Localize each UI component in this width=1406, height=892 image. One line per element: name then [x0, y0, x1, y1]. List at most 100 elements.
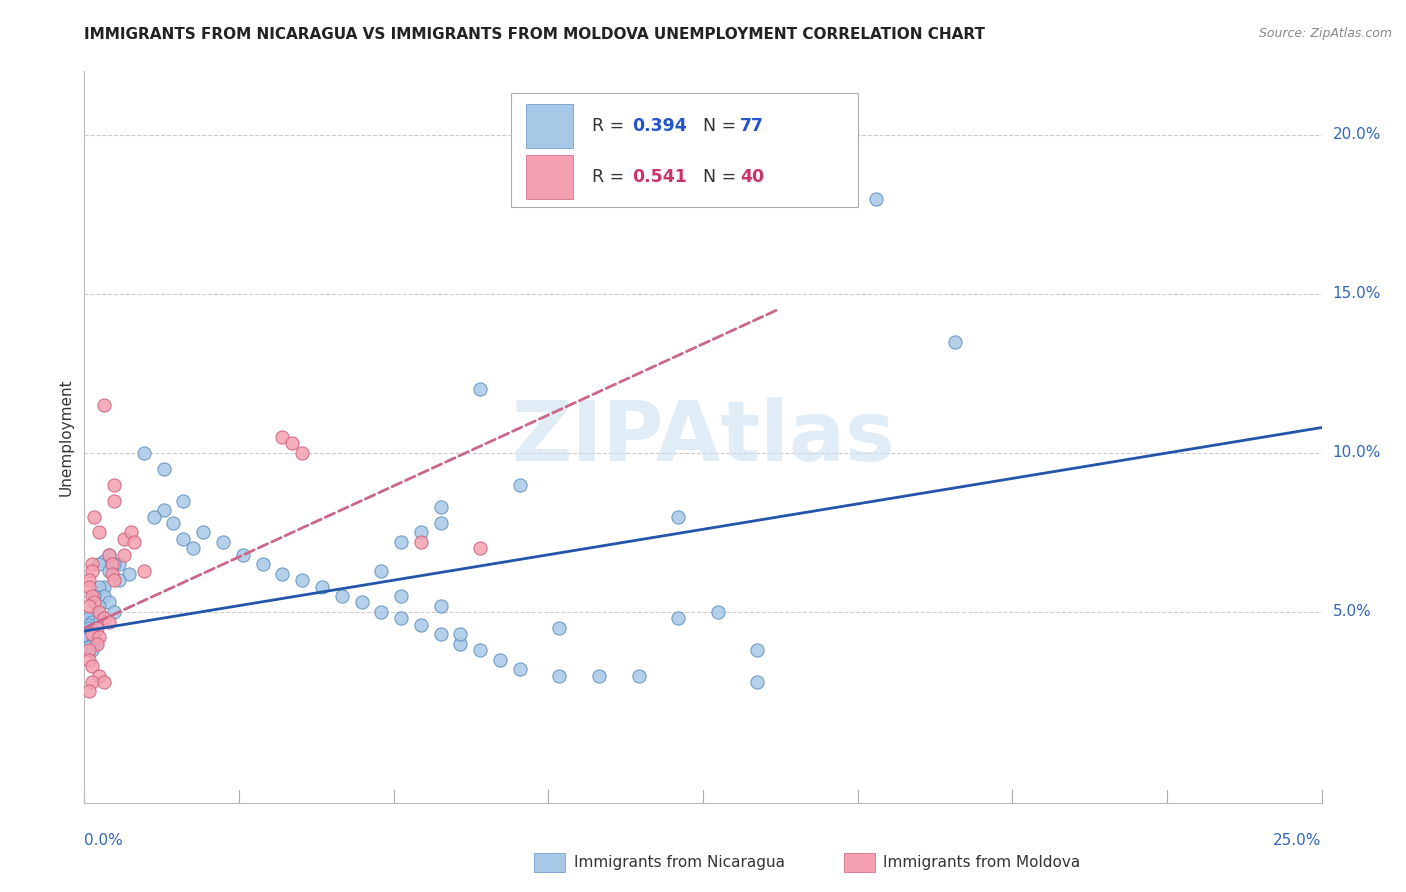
- FancyBboxPatch shape: [526, 104, 574, 148]
- Point: [80, 659, 103, 673]
- FancyBboxPatch shape: [526, 155, 574, 200]
- Point: [89, 580, 111, 594]
- Point: [548, 621, 571, 635]
- Point: [509, 662, 531, 676]
- Text: 77: 77: [740, 117, 763, 136]
- Point: [80, 627, 103, 641]
- Point: [93, 554, 115, 568]
- Point: [666, 509, 689, 524]
- Point: [98, 564, 121, 578]
- Text: R =: R =: [592, 117, 630, 136]
- Point: [122, 535, 145, 549]
- Text: IMMIGRANTS FROM NICARAGUA VS IMMIGRANTS FROM MOLDOVA UNEMPLOYMENT CORRELATION CH: IMMIGRANTS FROM NICARAGUA VS IMMIGRANTS …: [84, 27, 986, 42]
- Point: [252, 558, 274, 572]
- Point: [389, 589, 412, 603]
- FancyBboxPatch shape: [512, 94, 858, 207]
- Point: [80, 589, 103, 603]
- Point: [89, 525, 111, 540]
- Point: [83, 509, 105, 524]
- Point: [118, 566, 141, 581]
- Point: [79, 580, 101, 594]
- Point: [470, 541, 492, 556]
- Point: [79, 640, 101, 654]
- Point: [103, 558, 125, 572]
- Point: [212, 535, 235, 549]
- Point: [112, 548, 135, 562]
- Point: [98, 548, 121, 562]
- Text: 0.0%: 0.0%: [84, 833, 124, 848]
- Point: [747, 643, 769, 657]
- Point: [86, 621, 108, 635]
- Point: [152, 462, 174, 476]
- Point: [142, 509, 165, 524]
- Point: [489, 653, 512, 667]
- Point: [747, 675, 769, 690]
- Text: 0.394: 0.394: [633, 117, 688, 136]
- Point: [80, 611, 103, 625]
- Point: [370, 605, 392, 619]
- Text: Immigrants from Nicaragua: Immigrants from Nicaragua: [574, 855, 785, 870]
- Text: N =: N =: [703, 169, 742, 186]
- Point: [509, 477, 531, 491]
- Point: [80, 643, 103, 657]
- Text: 0.541: 0.541: [633, 169, 688, 186]
- Point: [83, 637, 105, 651]
- Point: [89, 558, 111, 572]
- Text: ZIPAtlas: ZIPAtlas: [510, 397, 896, 477]
- Point: [429, 516, 451, 530]
- Point: [80, 558, 103, 572]
- Point: [103, 605, 125, 619]
- Point: [89, 668, 111, 682]
- Point: [79, 627, 101, 641]
- Point: [93, 611, 115, 625]
- Text: 40: 40: [740, 169, 765, 186]
- Point: [232, 548, 254, 562]
- Point: [120, 525, 142, 540]
- Point: [80, 564, 103, 578]
- Point: [89, 605, 111, 619]
- Text: 25.0%: 25.0%: [1274, 833, 1322, 848]
- Point: [98, 548, 121, 562]
- Point: [707, 605, 730, 619]
- Point: [100, 558, 122, 572]
- Text: Source: ZipAtlas.com: Source: ZipAtlas.com: [1258, 27, 1392, 40]
- Point: [291, 446, 314, 460]
- Point: [79, 653, 101, 667]
- Point: [409, 525, 432, 540]
- Point: [389, 611, 412, 625]
- Point: [80, 615, 103, 629]
- Point: [162, 516, 184, 530]
- Point: [865, 192, 887, 206]
- Point: [79, 573, 101, 587]
- Point: [271, 430, 294, 444]
- Point: [79, 611, 101, 625]
- Point: [409, 617, 432, 632]
- Point: [93, 675, 115, 690]
- Point: [191, 525, 214, 540]
- Point: [172, 532, 194, 546]
- Point: [80, 624, 103, 638]
- Point: [80, 675, 103, 690]
- Point: [103, 477, 125, 491]
- Point: [450, 627, 472, 641]
- Point: [79, 643, 101, 657]
- Point: [389, 535, 412, 549]
- Text: 10.0%: 10.0%: [1333, 445, 1381, 460]
- Point: [666, 611, 689, 625]
- Point: [79, 621, 101, 635]
- Point: [470, 643, 492, 657]
- Point: [271, 566, 294, 581]
- Text: 15.0%: 15.0%: [1333, 286, 1381, 301]
- Point: [409, 535, 432, 549]
- Point: [152, 503, 174, 517]
- Point: [103, 573, 125, 587]
- Point: [79, 617, 101, 632]
- Point: [112, 532, 135, 546]
- Point: [98, 595, 121, 609]
- Point: [548, 668, 571, 682]
- Y-axis label: Unemployment: Unemployment: [58, 378, 73, 496]
- Point: [450, 637, 472, 651]
- Point: [93, 589, 115, 603]
- Point: [98, 615, 121, 629]
- Point: [79, 599, 101, 613]
